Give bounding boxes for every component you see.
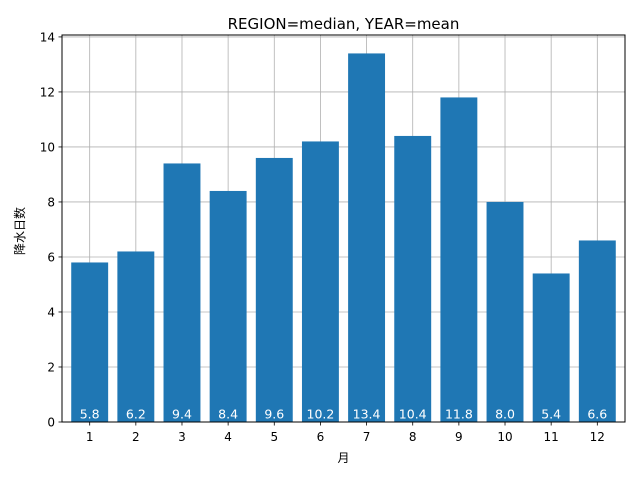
y-tick-label: 10 [40,140,55,154]
bar-data-label: 5.8 [80,407,100,422]
x-tick-label: 4 [224,430,232,444]
y-tick-label: 8 [47,195,55,209]
bar [348,53,386,423]
x-tick-label: 2 [132,430,140,444]
bars [71,53,616,423]
y-axis-ticks: 0 2 4 6 8 10 12 14 [40,30,62,430]
bar [486,201,524,422]
y-tick-label: 4 [47,305,55,319]
y-tick-label: 6 [47,250,55,264]
x-tick-label: 11 [544,430,559,444]
x-tick-label: 7 [363,430,371,444]
bar [532,273,570,422]
bar [163,163,201,422]
bar [301,141,339,423]
bar-data-label: 10.2 [307,407,335,422]
bar-data-label: 8.0 [495,407,515,422]
x-tick-label: 12 [590,430,605,444]
y-tick-label: 2 [47,360,55,374]
x-tick-label: 6 [317,430,325,444]
y-tick-label: 0 [47,416,55,430]
x-tick-label: 3 [178,430,186,444]
chart-title: REGION=median, YEAR=mean [228,15,460,33]
bar-data-label: 13.4 [353,407,381,422]
bar [255,157,293,422]
data-labels: 5.8 6.2 9.4 8.4 9.6 10.2 13.4 10.4 11.8 8.0 5.4 6.6 [80,407,608,422]
bar-data-label: 5.4 [541,407,561,422]
x-tick-label: 5 [270,430,278,444]
x-tick-label: 9 [455,430,463,444]
bar [394,135,432,422]
plot-frame [61,34,626,423]
bar-data-label: 9.4 [172,407,192,422]
x-tick-label: 8 [409,430,417,444]
x-tick-label: 1 [86,430,94,444]
x-axis-ticks: 1 2 3 4 5 6 7 8 9 10 11 12 [86,422,605,444]
bar [440,97,478,422]
bar [578,240,616,422]
bar-data-label: 11.8 [445,407,473,422]
bar [71,262,109,422]
bar-data-label: 10.4 [399,407,427,422]
x-axis-label: 月 [337,451,349,465]
bar-data-label: 6.6 [587,407,607,422]
bar [117,251,155,422]
y-tick-label: 12 [40,85,55,99]
x-tick-label: 10 [497,430,512,444]
bar-data-label: 6.2 [126,407,146,422]
bar-data-label: 8.4 [218,407,238,422]
y-axis-label: 降水日数 [12,207,27,255]
bar-data-label: 9.6 [264,407,284,422]
bar [209,190,247,422]
y-tick-label: 14 [40,30,55,44]
